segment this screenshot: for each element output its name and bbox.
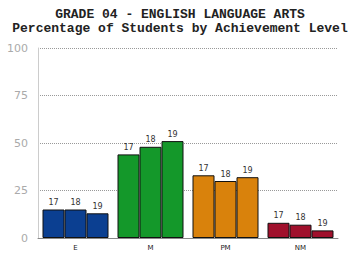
svg-text:25: 25 <box>14 184 28 197</box>
svg-text:Percentage of Students by Achi: Percentage of Students by Achievement Le… <box>12 21 348 36</box>
svg-text:18: 18 <box>70 198 80 207</box>
svg-text:M: M <box>147 244 153 252</box>
svg-text:NM: NM <box>295 244 306 252</box>
svg-text:17: 17 <box>123 143 133 152</box>
svg-text:17: 17 <box>198 164 208 173</box>
svg-text:18: 18 <box>220 170 230 179</box>
svg-text:19: 19 <box>92 202 102 211</box>
svg-text:17: 17 <box>48 198 58 207</box>
svg-text:100: 100 <box>7 42 28 55</box>
svg-text:18: 18 <box>145 135 155 144</box>
svg-text:GRADE 04 - ENGLISH LANGUAGE AR: GRADE 04 - ENGLISH LANGUAGE ARTS <box>55 7 305 22</box>
svg-text:19: 19 <box>317 219 327 228</box>
svg-text:17: 17 <box>273 211 283 220</box>
svg-text:75: 75 <box>14 89 28 102</box>
svg-text:E: E <box>73 244 77 252</box>
svg-text:18: 18 <box>295 213 305 222</box>
svg-text:50: 50 <box>14 137 28 150</box>
svg-text:19: 19 <box>242 166 252 175</box>
svg-text:PM: PM <box>220 244 230 252</box>
svg-text:0: 0 <box>21 232 28 245</box>
svg-text:19: 19 <box>167 130 177 139</box>
